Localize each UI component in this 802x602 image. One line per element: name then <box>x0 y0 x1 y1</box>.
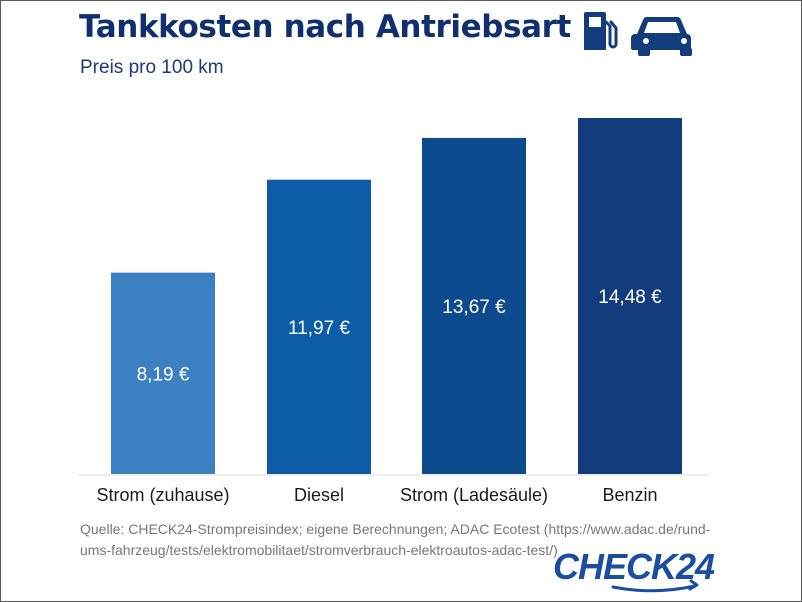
car-icon <box>631 16 692 56</box>
bar-value-label: 13,67 € <box>442 297 506 318</box>
logo-swoosh <box>611 584 697 593</box>
bar-value-label: 8,19 € <box>137 364 190 385</box>
chart-subtitle: Preis pro 100 km <box>80 57 224 78</box>
bar-3 <box>422 137 526 474</box>
check24-logo: CHECK24 <box>553 546 716 593</box>
bar-value-label: 14,48 € <box>598 287 662 308</box>
logo-arrow-icon <box>688 579 699 591</box>
source-note: Quelle: CHECK24-Strompreisindex; eigene … <box>80 521 711 558</box>
header-icons <box>584 12 692 56</box>
fuel-pump-icon <box>584 12 618 50</box>
category-label: Diesel <box>294 485 344 505</box>
chart-title: Tankkosten nach Antriebsart <box>79 9 571 45</box>
bar-4 <box>578 118 682 474</box>
bar-1 <box>111 272 215 474</box>
category-label: Strom (zuhause) <box>96 485 229 505</box>
category-label: Strom (Ladesäule) <box>400 485 548 505</box>
bar-2 <box>267 179 371 474</box>
logo-text: CHECK24 <box>553 546 715 587</box>
category-label: Benzin <box>602 485 657 505</box>
bar-value-label: 11,97 € <box>288 318 350 339</box>
bar-chart: 8,19 € Strom (zuhause) 11,97 € Diesel 13,67 … <box>79 118 709 505</box>
